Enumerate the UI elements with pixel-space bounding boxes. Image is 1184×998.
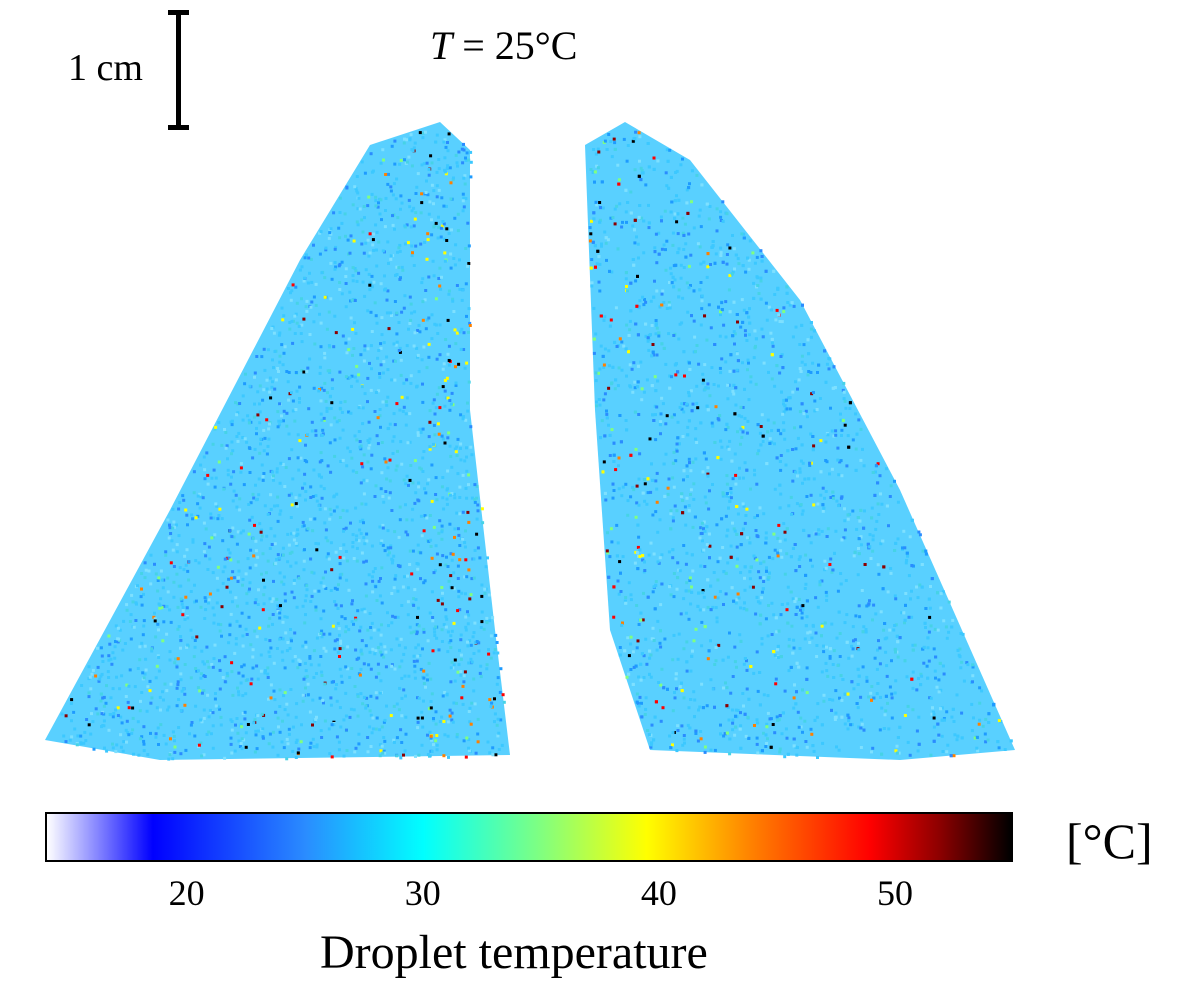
colorbar-tick-50: 50 xyxy=(876,873,913,913)
colorbar-label: Droplet temperature xyxy=(320,926,708,979)
colorbar-tick-30: 30 xyxy=(404,873,441,913)
spray-plume-right xyxy=(585,122,1015,760)
colorbar-tick-40: 40 xyxy=(640,873,677,913)
colorbar-tick-20: 20 xyxy=(168,873,205,913)
temperature-symbol: T xyxy=(430,23,453,68)
spray-droplet-field xyxy=(45,122,1015,761)
temperature-value: = 25°C xyxy=(452,23,578,68)
spray-plume-left xyxy=(45,122,510,760)
droplet-cloud-right xyxy=(588,130,1013,759)
scale-bar-label: 1 cm xyxy=(68,47,143,89)
colorbar-unit: [°C] xyxy=(1066,813,1153,869)
scale-bar xyxy=(168,10,189,130)
droplet-cloud-left xyxy=(60,130,506,761)
colorbar xyxy=(45,812,1013,862)
ambient-temperature-title: T = 25°C xyxy=(430,22,577,69)
